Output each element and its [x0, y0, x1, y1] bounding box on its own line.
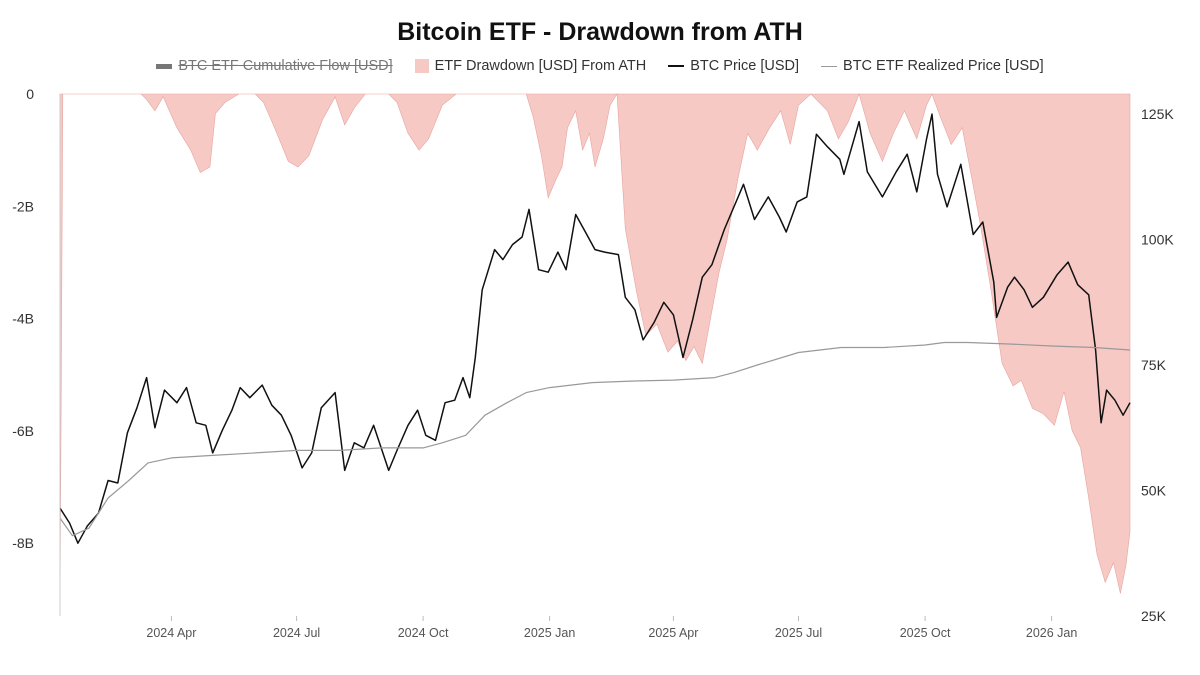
drawdown-area-layer: [59, 93, 1131, 617]
legend-label-drawdown: ETF Drawdown [USD] From ATH: [434, 58, 647, 74]
y-left-tick-label: -2B: [12, 198, 34, 214]
legend: BTC ETF Cumulative Flow [USD] ETF Drawdo…: [0, 58, 1200, 74]
legend-swatch-btc-price: [668, 65, 685, 67]
x-tick-label: 2026 Jan: [1026, 626, 1077, 640]
legend-item-drawdown[interactable]: ETF Drawdown [USD] From ATH: [414, 58, 647, 74]
x-tick-label: 2024 Oct: [398, 626, 449, 640]
legend-label-cumulative-flow: BTC ETF Cumulative Flow [USD]: [178, 58, 393, 74]
y-left-tick-label: 0: [26, 86, 34, 102]
x-tick-label: 2025 Jul: [775, 626, 822, 640]
y-right-tick-label: 50K: [1141, 483, 1167, 499]
y-right-tick-label: 100K: [1141, 232, 1174, 248]
x-tick-label: 2025 Apr: [648, 626, 698, 640]
legend-swatch-drawdown: [414, 59, 429, 73]
legend-item-cumulative-flow[interactable]: BTC ETF Cumulative Flow [USD]: [156, 58, 393, 74]
y-left-tick-label: -6B: [12, 423, 34, 439]
y-right-tick-label: 75K: [1141, 357, 1167, 373]
y-right-tick-label: 125K: [1141, 106, 1174, 122]
price-line-layer: [59, 113, 1131, 544]
x-tick-label: 2025 Jan: [524, 626, 575, 640]
x-tick-label: 2024 Apr: [146, 626, 196, 640]
legend-swatch-cumulative-flow: [156, 63, 173, 69]
legend-label-btc-price: BTC Price [USD]: [690, 58, 800, 74]
y-right-tick-label: 25K: [1141, 608, 1167, 624]
legend-swatch-realized-price: [821, 65, 838, 67]
x-tick-label: 2024 Jul: [273, 626, 320, 640]
drawdown-area: [59, 93, 1131, 617]
realized-price-line: [59, 341, 1131, 537]
y-left-tick-label: -8B: [12, 535, 34, 551]
legend-item-realized-price[interactable]: BTC ETF Realized Price [USD]: [821, 58, 1044, 74]
btc-price-line: [59, 113, 1131, 544]
axis-layer: 0 -2B -4B -6B -8B 125K 100K 75K 50K 25K 2024 Apr 20…: [12, 86, 1174, 640]
legend-item-btc-price[interactable]: BTC Price [USD]: [668, 58, 799, 74]
legend-label-realized-price: BTC ETF Realized Price [USD]: [843, 58, 1044, 74]
x-tick-label: 2025 Oct: [900, 626, 951, 640]
chart-title: Bitcoin ETF - Drawdown from ATH: [397, 18, 803, 46]
y-left-tick-label: -4B: [12, 311, 34, 327]
